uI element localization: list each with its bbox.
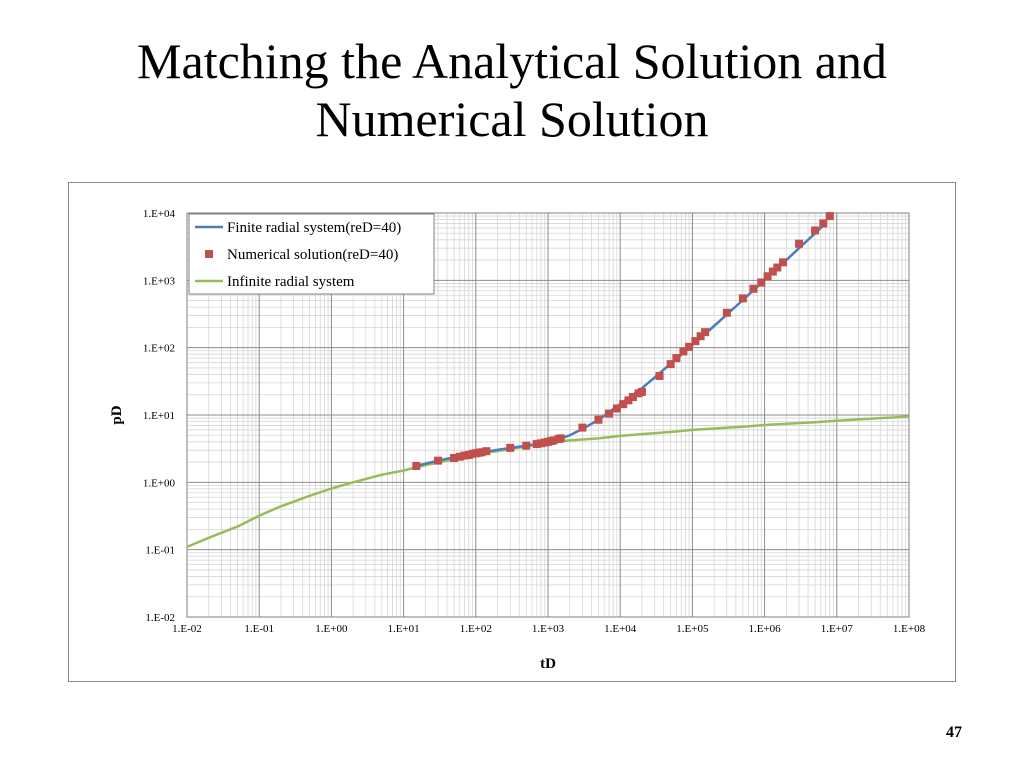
y-tick-label: 1.E+02 — [143, 343, 175, 355]
numerical-point-marker — [825, 212, 834, 221]
x-axis-title: tD — [540, 656, 556, 672]
numerical-point-marker — [612, 404, 621, 413]
y-tick-label: 1.E+04 — [143, 208, 176, 220]
numerical-point-marker — [795, 239, 804, 248]
numerical-point-marker — [701, 328, 710, 337]
numerical-point-marker — [738, 294, 747, 303]
log-log-chart: 1.E-02 1.E-01 1.E+00 1.E+01 1.E+02 1.E+03 1.E+… — [109, 208, 926, 672]
numerical-point-marker — [460, 451, 469, 460]
numerical-point-marker — [768, 267, 777, 276]
x-tick-label: 1.E+02 — [460, 623, 492, 635]
y-axis-title: pD — [109, 405, 125, 424]
numerical-point-marker — [655, 371, 664, 380]
numerical-point-marker — [722, 308, 731, 317]
x-tick-label: 1.E+06 — [749, 623, 782, 635]
numerical-point-marker — [749, 284, 758, 293]
numerical-point-marker — [477, 448, 486, 457]
page-number: 47 — [946, 724, 962, 741]
numerical-point-marker — [696, 332, 705, 341]
x-tick-label: 1.E-01 — [244, 623, 274, 635]
legend-label-2: Infinite radial system — [227, 274, 355, 290]
x-tick-label: 1.E+05 — [676, 623, 709, 635]
slide-title: Matching the Analytical Solution and Num… — [0, 32, 1024, 148]
numerical-point-marker — [757, 278, 766, 287]
x-tick-label: 1.E+01 — [388, 623, 420, 635]
slide-title-line-1: Matching the Analytical Solution and — [137, 33, 887, 89]
numerical-point-marker — [619, 400, 628, 409]
y-tick-label: 1.E-02 — [145, 612, 175, 624]
numerical-point-marker — [691, 337, 700, 346]
numerical-point-marker — [811, 226, 820, 235]
numerical-point-marker — [679, 347, 688, 356]
legend-label-1: Numerical solution(reD=40) — [227, 247, 398, 263]
chart-frame: 1.E-02 1.E-01 1.E+00 1.E+01 1.E+02 1.E+03 1.E+… — [68, 182, 956, 682]
y-tick-label: 1.E+03 — [143, 275, 176, 287]
numerical-point-marker — [549, 436, 558, 445]
numerical-point-marker — [556, 434, 565, 443]
numerical-point-marker — [455, 452, 464, 461]
x-tick-label: 1.E+04 — [604, 623, 637, 635]
legend-swatch-1 — [205, 250, 213, 258]
numerical-point-marker — [628, 393, 637, 402]
legend-box — [188, 213, 435, 295]
numerical-point-marker — [522, 441, 531, 450]
numerical-point-marker — [637, 387, 646, 396]
numerical-point-marker — [685, 342, 694, 351]
x-tick-label: 1.E+00 — [315, 623, 348, 635]
numerical-point-marker — [450, 453, 459, 462]
x-tick-label: 1.E+07 — [821, 623, 854, 635]
numerical-point-marker — [482, 447, 491, 456]
numerical-point-marker — [605, 409, 614, 418]
numerical-point-marker — [434, 456, 443, 465]
x-tick-label: 1.E+08 — [893, 623, 926, 635]
numerical-point-marker — [666, 360, 675, 369]
numerical-point-marker — [672, 354, 681, 363]
numerical-point-marker — [412, 461, 421, 470]
numerical-point-marker — [532, 440, 541, 449]
numerical-point-marker — [773, 263, 782, 272]
y-tick-label: 1.E+00 — [143, 477, 176, 489]
x-tick-label: 1.E-02 — [172, 623, 202, 635]
plot-border — [186, 212, 910, 618]
legend-label-0: Finite radial system(reD=40) — [227, 220, 401, 236]
x-tick-label: 1.E+03 — [532, 623, 565, 635]
numerical-point-marker — [594, 415, 603, 424]
numerical-point-marker — [578, 423, 587, 432]
slide-title-line-2: Numerical Solution — [315, 91, 709, 147]
y-tick-label: 1.E+01 — [143, 410, 175, 422]
numerical-point-marker — [624, 396, 633, 405]
numerical-point-marker — [506, 443, 515, 452]
numerical-point-marker — [779, 258, 788, 267]
numerical-point-marker — [763, 272, 772, 281]
numerical-point-marker — [819, 219, 828, 228]
y-tick-label: 1.E-01 — [145, 545, 175, 557]
